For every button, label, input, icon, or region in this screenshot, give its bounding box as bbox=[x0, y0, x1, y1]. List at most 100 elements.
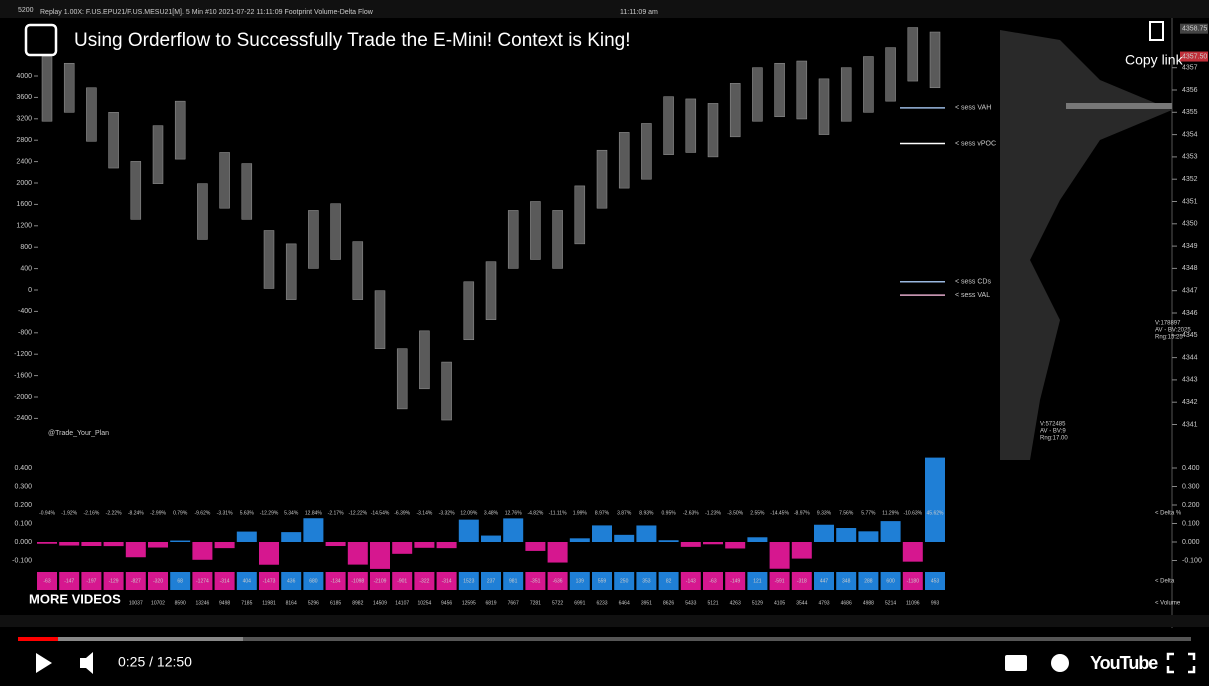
delta-pct-label: 11.29% bbox=[882, 510, 899, 516]
delta-pct-bar bbox=[769, 542, 790, 569]
delta-pct-bar bbox=[458, 519, 479, 542]
copy-link[interactable]: Copy link bbox=[1125, 52, 1184, 68]
delta-cell-label: -2109 bbox=[374, 578, 387, 584]
delta-cell-label: 981 bbox=[509, 578, 518, 584]
delta-cell bbox=[525, 572, 546, 590]
delta-tick-label: 3600 bbox=[16, 94, 32, 101]
delta-cell bbox=[170, 572, 191, 590]
row-label: < Delta % bbox=[1155, 511, 1182, 517]
delta-cell-label: 600 bbox=[886, 578, 895, 584]
delta-cell bbox=[414, 572, 435, 590]
delta-cell-label: -827 bbox=[131, 578, 141, 584]
price-tick-label: 4341 bbox=[1182, 421, 1198, 428]
footprint-bar bbox=[729, 83, 741, 138]
footprint-bar bbox=[308, 210, 319, 269]
price-tick-label: 4351 bbox=[1182, 198, 1198, 205]
youtube-logo[interactable]: YouTube bbox=[1090, 653, 1159, 673]
delta-cell-label: -1098 bbox=[351, 578, 364, 584]
price-flag bbox=[1180, 51, 1208, 62]
volume-button[interactable] bbox=[80, 652, 93, 674]
delta-pct-tick-label: 0.000 bbox=[1182, 539, 1200, 546]
footprint-bar bbox=[641, 123, 652, 180]
delta-pct-bar bbox=[636, 525, 657, 542]
delta-pct-label: 5.63% bbox=[240, 510, 255, 516]
handle: @Trade_Your_Plan bbox=[48, 430, 109, 437]
delta-tick-label: 2000 bbox=[16, 180, 32, 187]
price-tick-label: 4356 bbox=[1182, 87, 1198, 94]
price-tick-label: 4354 bbox=[1182, 131, 1198, 138]
delta-cell bbox=[814, 572, 834, 590]
delta-pct-label: 5.77% bbox=[861, 510, 876, 516]
volume-label: 4988 bbox=[863, 600, 874, 606]
delta-pct-label: -3.14% bbox=[416, 510, 432, 516]
delta-tick-label: -1200 bbox=[14, 351, 32, 358]
delta-pct-bar bbox=[259, 542, 279, 565]
delta-tick-label: -2000 bbox=[14, 394, 32, 401]
cc-button[interactable] bbox=[1005, 655, 1027, 671]
price-tick-label: 4352 bbox=[1182, 176, 1198, 183]
volume-label: 7281 bbox=[530, 600, 541, 606]
price-tick-label: 4345 bbox=[1182, 332, 1198, 339]
delta-cell bbox=[281, 572, 302, 590]
footprint-bar bbox=[574, 185, 586, 245]
footprint-bar bbox=[86, 87, 97, 142]
stats-bottom: AV - BV:9 bbox=[1040, 429, 1066, 435]
volume-label: 8626 bbox=[663, 600, 674, 606]
delta-pct-bar bbox=[148, 542, 168, 548]
delta-cell-label: 559 bbox=[598, 578, 607, 584]
delta-pct-label: -1.23% bbox=[705, 510, 721, 516]
delta-pct-label: -11.11% bbox=[549, 510, 567, 516]
delta-pct-label: 3.87% bbox=[617, 510, 632, 516]
progress-track[interactable] bbox=[18, 637, 1191, 641]
footprint-bar bbox=[707, 103, 719, 158]
delta-pct-label: -8.97% bbox=[794, 510, 810, 516]
delta-pct-label: 2.55% bbox=[750, 510, 765, 516]
delta-pct-label: -1.92% bbox=[61, 510, 77, 516]
delta-pct-bar bbox=[614, 534, 635, 542]
delta-pct-bar bbox=[125, 542, 146, 558]
delta-pct-label: -4.82% bbox=[527, 510, 543, 516]
delta-pct-label: -2.99% bbox=[150, 510, 166, 516]
delta-cell bbox=[747, 572, 768, 590]
fullscreen-button[interactable] bbox=[1166, 652, 1196, 674]
delta-pct-tick-label: -0.100 bbox=[1182, 557, 1202, 564]
header-clock: 11:11:09 am bbox=[620, 9, 658, 16]
price-tick-label: 4342 bbox=[1182, 399, 1198, 406]
delta-pct-bar bbox=[436, 542, 457, 549]
delta-pct-bar bbox=[547, 542, 568, 563]
delta-cell bbox=[103, 572, 124, 590]
delta-cell bbox=[392, 572, 413, 590]
delta-cell-label: 139 bbox=[576, 578, 585, 584]
progress-buffer bbox=[18, 637, 243, 641]
delta-pct-bar bbox=[569, 538, 590, 542]
delta-pct-tick-label-left: -0.100 bbox=[12, 557, 32, 564]
copy-icon[interactable] bbox=[1149, 21, 1164, 41]
delta-cell-label: 453 bbox=[931, 578, 940, 584]
delta-cell bbox=[636, 572, 657, 590]
settings-button[interactable] bbox=[1051, 654, 1069, 672]
delta-pct-tick-label-left: 0.400 bbox=[14, 465, 32, 472]
volume-label: 5129 bbox=[752, 600, 763, 606]
delta-pct-tick-label: 0.400 bbox=[1182, 465, 1200, 472]
delta-pct-bar bbox=[481, 535, 501, 542]
delta-pct-label: -6.39% bbox=[394, 510, 410, 516]
delta-cell-label: 288 bbox=[864, 578, 873, 584]
delta-pct-bar bbox=[37, 542, 57, 544]
volume-label: 3544 bbox=[796, 600, 807, 606]
time-display: 0:25 / 12:50 bbox=[118, 654, 192, 670]
volume-label: 9456 bbox=[441, 600, 452, 606]
delta-pct-bar bbox=[214, 542, 235, 549]
volume-label: 3951 bbox=[641, 600, 652, 606]
delta-cell bbox=[880, 572, 901, 590]
delta-cell bbox=[436, 572, 457, 590]
delta-pct-label: 12.76% bbox=[505, 510, 523, 516]
delta-cell-label: -351 bbox=[530, 578, 540, 584]
more-videos[interactable]: MORE VIDEOS bbox=[29, 591, 121, 606]
channel-logo bbox=[24, 23, 58, 57]
delta-pct-bar bbox=[347, 542, 368, 565]
play-button[interactable] bbox=[36, 653, 52, 673]
delta-cell bbox=[236, 572, 257, 590]
delta-tick-label: 4000 bbox=[16, 73, 32, 80]
footprint-bar bbox=[596, 149, 608, 209]
delta-pct-bar bbox=[902, 542, 923, 562]
